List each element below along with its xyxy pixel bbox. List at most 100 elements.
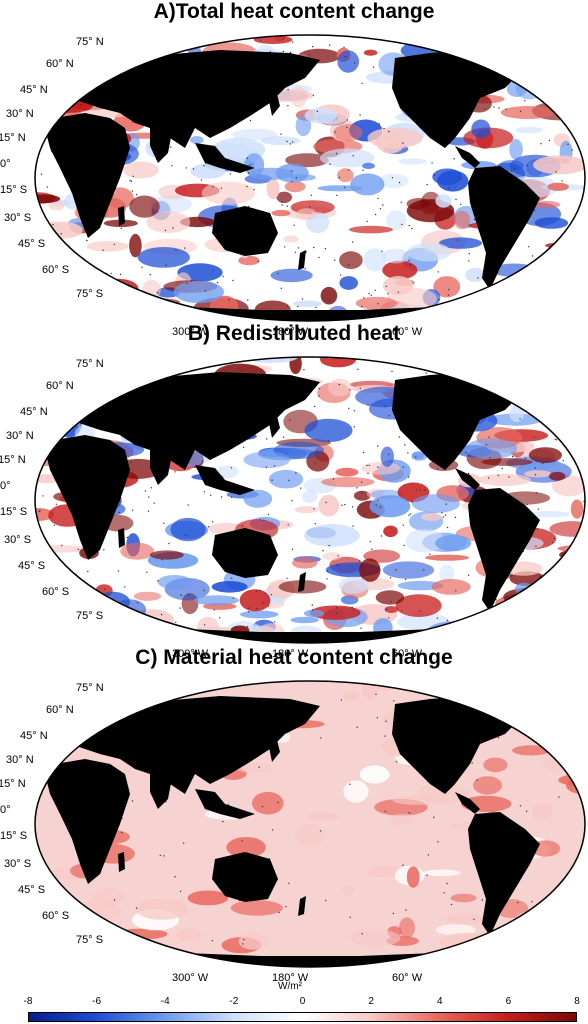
anomaly-patch [176,928,202,942]
stipple-dot [457,635,459,638]
stipple-dot [388,415,390,417]
land-mass [212,528,278,578]
anomaly-patch [343,780,369,803]
panel-b-map [34,356,586,644]
anomaly-patch [128,609,175,631]
anomaly-patch [514,582,533,595]
colorbar-tick-label: 2 [368,996,374,1007]
stipple-dot [348,407,350,410]
stipple-dot [464,681,466,682]
stipple-dot [347,169,350,171]
stipple-dot [132,175,134,177]
anomaly-patch [494,35,533,54]
stipple-dot [87,570,89,573]
anomaly-patch [421,513,442,521]
anomaly-patch [530,511,570,518]
stipple-dot [113,243,116,246]
stipple-dot [107,291,109,293]
land-mass [60,372,320,470]
stipple-dot [230,467,233,469]
map-outline [34,34,586,322]
stipple-dot [500,393,502,395]
stipple-dot [316,110,319,113]
stipple-dot [552,542,554,544]
stipple-dot [374,512,376,515]
stipple-dot [356,726,358,728]
stipple-dot [404,444,406,446]
stipple-dot [46,186,49,188]
stipple-dot [388,617,390,619]
stipple-dot [391,370,393,372]
anomaly-patch [349,225,393,234]
anomaly-patch [543,362,564,384]
stipple-dot [179,607,181,609]
stipple-dot [163,855,165,857]
anomaly-patch [411,452,428,461]
stipple-dot [338,383,341,386]
latitude-label: 75° S [76,288,104,300]
longitude-label: 60° W [392,326,423,338]
stipple-dot [384,735,386,737]
anomaly-patch [383,525,398,537]
anomaly-patch [187,890,229,906]
stipple-dot [291,41,294,43]
stipple-dot [570,122,572,124]
colorbar-tick-label: 8 [574,996,580,1007]
anomaly-patch [363,248,387,272]
stipple-dot [476,779,478,781]
latitude-label: 75° S [76,610,104,622]
stipple-dot [147,510,150,512]
anomaly-patch [503,587,553,606]
stipple-dot [460,203,462,205]
stipple-dot [445,503,447,505]
stipple-dot [295,177,298,179]
stipple-dot [105,306,107,309]
anomaly-patch [567,719,585,741]
stipple-dot [426,183,428,186]
anomaly-patch [555,397,585,415]
stipple-dot [165,264,167,266]
stipple-dot [281,204,283,206]
anomaly-patch [386,210,407,231]
stipple-dot [130,461,132,463]
stipple-dot [55,684,57,686]
panel-a-title: A)Total heat content change [153,0,435,23]
stipple-dot [531,901,533,903]
stipple-dot [426,874,428,876]
stipple-dot [411,227,413,230]
stipple-dot [55,503,58,505]
land-mass [195,465,255,495]
anomaly-patch [284,181,306,193]
stipple-dot [163,522,165,524]
stipple-dot [454,516,457,519]
stipple-dot [531,361,533,363]
stipple-dot [514,168,516,170]
stipple-dot [320,737,322,739]
stipple-dot [465,451,467,454]
stipple-dot [555,439,558,441]
anomaly-patch [509,138,523,160]
anomaly-patch [303,609,324,618]
stipple-dot [90,408,92,410]
stipple-dot [448,288,450,291]
anomaly-patch [296,208,317,221]
stipple-dot [502,717,505,719]
stipple-dot [271,479,273,481]
stipple-dot [50,422,52,424]
stipple-dot [581,763,583,765]
stipple-dot [157,292,159,294]
stipple-dot [408,260,410,262]
land-mass [212,852,278,902]
stipple-dot [83,729,86,731]
stipple-dot [561,266,563,268]
anomaly-patch [500,106,555,119]
anomaly-patch [343,690,359,702]
anomaly-patch [395,594,442,617]
stipple-dot [448,187,450,189]
anomaly-patch [190,163,226,179]
stipple-dot [534,209,536,212]
stipple-dot [402,142,404,144]
stipple-dot [248,607,250,609]
stipple-dot [326,578,328,580]
stipple-dot [563,245,565,247]
